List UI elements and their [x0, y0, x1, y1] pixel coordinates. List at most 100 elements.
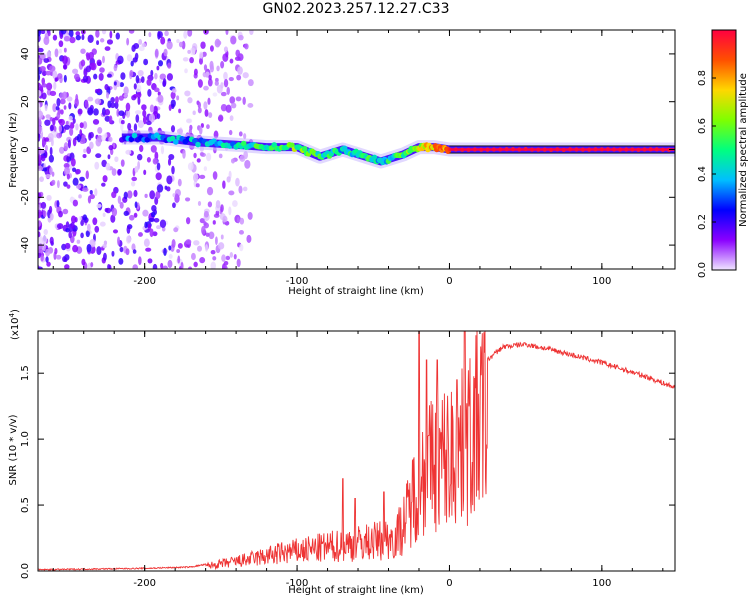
noise-blob	[63, 47, 67, 53]
noise-blob	[77, 108, 83, 115]
noise-blob	[242, 186, 248, 192]
spectrogram-ytick-label: 20	[20, 95, 31, 108]
noise-blob	[133, 212, 138, 218]
noise-blob	[58, 210, 63, 218]
noise-blob	[232, 200, 238, 208]
noise-blob	[153, 105, 158, 115]
noise-blob	[46, 194, 52, 201]
noise-blob	[82, 214, 88, 221]
noise-blob	[48, 154, 54, 163]
noise-blob	[38, 102, 41, 110]
snr-ytick-label: 0.5	[20, 497, 31, 513]
noise-blob	[43, 36, 50, 46]
noise-blob	[85, 65, 92, 73]
noise-blob	[176, 128, 183, 134]
noise-blob	[134, 201, 138, 209]
noise-blob	[68, 102, 72, 110]
noise-blob	[70, 157, 76, 167]
noise-blob	[38, 110, 44, 120]
noise-blob	[239, 217, 245, 225]
noise-blob	[185, 217, 191, 225]
noise-blob	[46, 82, 53, 91]
noise-blob	[38, 86, 44, 91]
noise-blob	[120, 72, 126, 80]
noise-blob	[93, 73, 98, 80]
noise-blob	[203, 101, 208, 110]
noise-blob	[106, 73, 112, 78]
noise-blob	[187, 97, 193, 104]
noise-blob	[242, 72, 249, 79]
noise-blob	[120, 159, 125, 167]
noise-blob	[59, 92, 65, 99]
noise-blob	[153, 217, 160, 223]
noise-blob	[131, 95, 137, 101]
noise-blob	[52, 103, 57, 113]
noise-blob	[230, 35, 237, 45]
noise-blob	[142, 42, 147, 48]
noise-blob	[43, 167, 48, 172]
noise-blob	[221, 254, 226, 262]
noise-blob	[69, 36, 76, 44]
noise-blob	[140, 76, 145, 83]
noise-blob	[168, 254, 173, 259]
noise-blob	[47, 132, 54, 142]
noise-blob	[90, 62, 97, 71]
noise-blob	[216, 65, 220, 72]
noise-blob	[75, 34, 82, 41]
noise-blob	[142, 115, 147, 125]
noise-blob	[222, 180, 226, 189]
noise-blob	[63, 64, 67, 70]
colorbar-tick-label: 0.6	[697, 118, 708, 134]
noise-blob	[38, 220, 42, 227]
colorbar-ticks: 0.0 0.2 0.4 0.6 0.8	[697, 70, 716, 278]
noise-blob	[58, 48, 63, 54]
noise-blob	[193, 240, 200, 246]
noise-blob	[68, 115, 73, 121]
noise-blob	[176, 95, 180, 101]
noise-blob	[94, 188, 98, 197]
noise-blob	[131, 44, 136, 52]
noise-blob	[225, 30, 229, 35]
noise-blob	[176, 38, 180, 44]
noise-blob	[102, 212, 106, 218]
noise-blob	[159, 73, 166, 80]
noise-blob	[113, 81, 117, 86]
noise-blob	[246, 234, 252, 243]
noise-blob	[49, 65, 56, 73]
noise-blob	[56, 132, 62, 139]
noise-blob	[191, 252, 196, 261]
snr-ytick-label: 1.5	[20, 365, 31, 381]
noise-blob	[125, 149, 132, 155]
noise-blob	[53, 81, 57, 90]
noise-blob	[157, 60, 164, 67]
colorbar: 0.0 0.2 0.4 0.6 0.8 Normalized spectral ampl…	[697, 29, 749, 278]
noise-blob	[152, 157, 159, 165]
noise-blob	[150, 69, 154, 77]
noise-blob	[80, 220, 84, 226]
noise-blob	[130, 60, 134, 67]
noise-blob	[206, 152, 212, 162]
noise-blob	[90, 262, 94, 268]
noise-blob	[111, 207, 118, 217]
noise-blob	[194, 174, 199, 179]
noise-blob	[182, 149, 186, 159]
noise-blob	[85, 170, 90, 180]
noise-blob	[80, 232, 84, 239]
noise-blob	[144, 221, 148, 229]
noise-blob	[220, 234, 224, 240]
noise-blob	[238, 131, 243, 137]
noise-blob	[119, 82, 125, 88]
noise-blob	[112, 229, 119, 234]
noise-blob	[97, 126, 103, 134]
snr-series-line	[38, 331, 675, 571]
noise-blob	[178, 41, 183, 48]
noise-blob	[116, 81, 121, 88]
noise-blob	[171, 88, 177, 94]
noise-blob	[95, 153, 102, 159]
noise-blob	[123, 93, 128, 98]
noise-blob	[41, 83, 48, 88]
noise-blob	[215, 200, 221, 209]
noise-blob	[197, 200, 202, 206]
noise-blob	[225, 104, 232, 113]
